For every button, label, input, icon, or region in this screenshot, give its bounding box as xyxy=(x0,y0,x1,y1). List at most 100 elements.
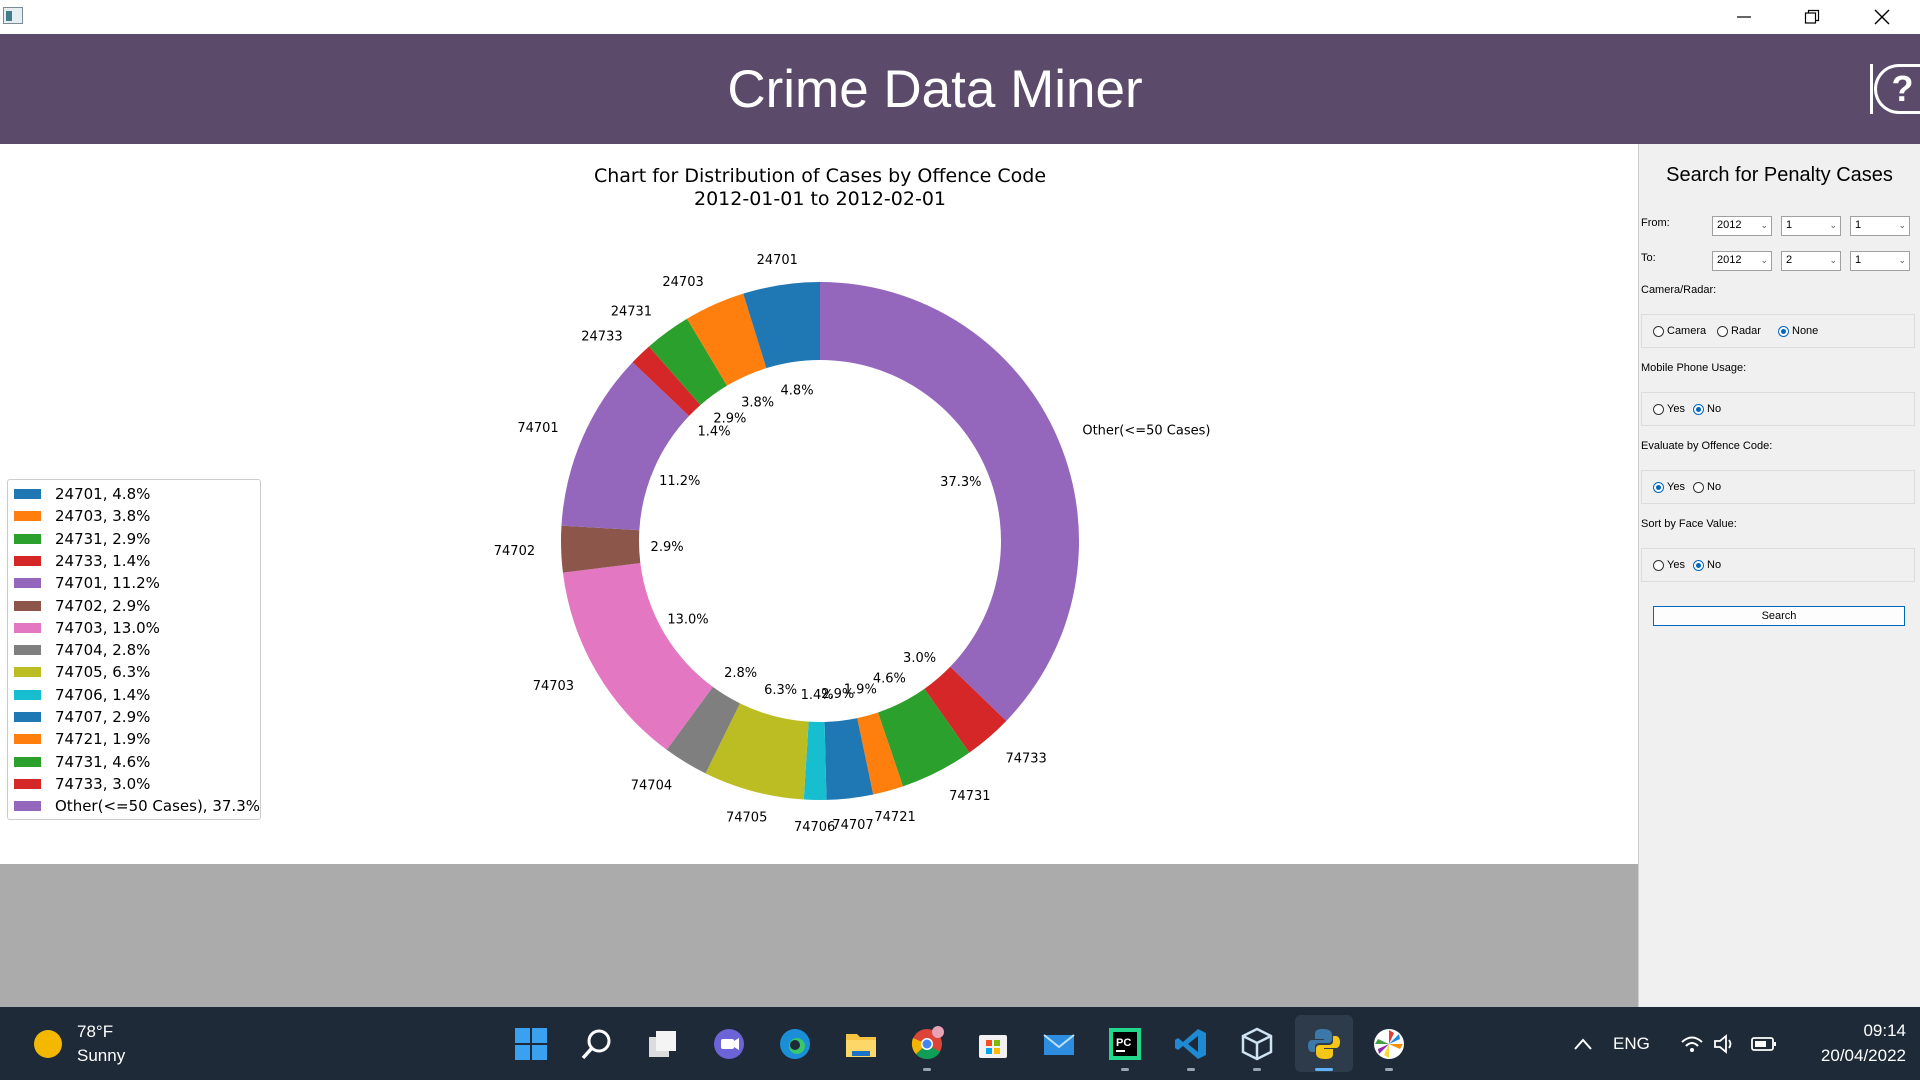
from-month-select[interactable]: 1 ⌄ xyxy=(1781,216,1841,236)
chart-title: Chart for Distribution of Cases by Offen… xyxy=(594,165,1046,187)
chat-icon xyxy=(714,1029,744,1059)
virtualbox-button[interactable] xyxy=(1238,1025,1276,1071)
donut-slice-74701 xyxy=(561,362,690,531)
face-yes-radio[interactable]: Yes xyxy=(1653,559,1685,571)
radar-radio[interactable]: Radar xyxy=(1717,325,1761,337)
volume-control[interactable] xyxy=(1706,1025,1744,1063)
slice-percent-label: 6.3% xyxy=(764,683,797,698)
vscode-button[interactable] xyxy=(1172,1025,1210,1071)
slice-category-label: 74707 xyxy=(832,818,873,833)
legend-item: 24733, 1.4% xyxy=(14,552,150,570)
radio-indicator xyxy=(1693,559,1704,571)
clock-time[interactable]: 09:14 xyxy=(1863,1021,1906,1040)
legend-item: 74733, 3.0% xyxy=(14,775,150,793)
svg-text:PC: PC xyxy=(1116,1037,1131,1049)
from-year-select[interactable]: 2012 ⌄ xyxy=(1712,216,1772,236)
legend-label: 74701, 11.2% xyxy=(55,574,160,593)
legend-item: 24703, 3.8% xyxy=(14,507,150,525)
help-button[interactable]: ? xyxy=(1874,64,1920,114)
donut-slice-74706 xyxy=(803,721,827,800)
edge-button[interactable] xyxy=(776,1025,814,1063)
mail-button[interactable] xyxy=(1040,1025,1078,1063)
chevron-down-icon: ⌄ xyxy=(1829,220,1837,230)
pycharm-button[interactable]: PC xyxy=(1106,1025,1144,1071)
battery-status[interactable] xyxy=(1745,1025,1783,1063)
input-language[interactable]: ENG xyxy=(1613,1034,1650,1053)
slice-percent-label: 2.9% xyxy=(713,411,746,426)
taskbar-search-button[interactable] xyxy=(578,1025,616,1063)
face-no-label: No xyxy=(1707,559,1722,571)
to-day-value: 1 xyxy=(1855,254,1862,266)
python-icon xyxy=(1308,1029,1340,1059)
legend-item: 74701, 11.2% xyxy=(14,574,160,592)
to-year-select[interactable]: 2012 ⌄ xyxy=(1712,251,1772,271)
wifi-icon xyxy=(1681,1036,1703,1052)
camera-radar-label: Camera/Radar: xyxy=(1641,284,1717,296)
file-explorer-button[interactable] xyxy=(842,1025,880,1063)
legend-label: 24733, 1.4% xyxy=(55,551,151,570)
chrome-button[interactable] xyxy=(908,1025,946,1071)
store-icon xyxy=(979,1035,1007,1058)
camera-radio[interactable]: Camera xyxy=(1653,325,1706,337)
teams-chat-button[interactable] xyxy=(710,1025,748,1063)
legend-swatch xyxy=(14,533,41,544)
sunny-weather-icon[interactable] xyxy=(34,1030,62,1058)
chart-subtitle: 2012-01-01 to 2012-02-01 xyxy=(694,188,946,210)
mobile-no-label: No xyxy=(1707,403,1722,415)
radio-indicator xyxy=(1653,403,1664,415)
chart-panel: Chart for Distribution of Cases by Offen… xyxy=(0,144,1638,864)
pinwheel-app-button[interactable] xyxy=(1370,1025,1408,1071)
close-button[interactable] xyxy=(1848,0,1916,34)
minimize-button[interactable] xyxy=(1710,0,1778,34)
folder-icon xyxy=(846,1034,876,1057)
chevron-up-icon xyxy=(1574,1038,1592,1050)
panel-divider xyxy=(1638,144,1639,1007)
slice-percent-label: 3.8% xyxy=(741,395,774,410)
chevron-down-icon: ⌄ xyxy=(1760,220,1768,230)
task-view-button[interactable] xyxy=(644,1025,682,1063)
slice-percent-label: 1.4% xyxy=(698,425,731,440)
mobile-phone-label: Mobile Phone Usage: xyxy=(1641,362,1747,374)
legend-label: Other(<=50 Cases), 37.3% xyxy=(55,797,260,816)
start-button[interactable] xyxy=(512,1025,550,1063)
from-day-select[interactable]: 1 ⌄ xyxy=(1850,216,1910,236)
face-no-radio[interactable]: No xyxy=(1693,559,1721,571)
slice-category-label: 74702 xyxy=(494,544,535,559)
clock-date[interactable]: 20/04/2022 xyxy=(1820,1046,1906,1065)
chart-legend: 24701, 4.8% 24703, 3.8% 24731, 2.9% 24733, … xyxy=(7,479,261,820)
none-radio[interactable]: None xyxy=(1778,325,1818,337)
offence-no-radio[interactable]: No xyxy=(1693,481,1721,493)
slice-percent-label: 13.0% xyxy=(667,612,708,627)
weather-temperature[interactable]: 78°F xyxy=(77,1022,114,1041)
from-year-value: 2012 xyxy=(1717,219,1742,231)
python-app-button[interactable] xyxy=(1305,1025,1343,1071)
face-value-label: Sort by Face Value: xyxy=(1641,518,1737,530)
network-status[interactable] xyxy=(1673,1025,1711,1063)
restore-button[interactable] xyxy=(1778,0,1846,34)
battery-icon xyxy=(1751,1037,1776,1051)
slice-category-label: 74703 xyxy=(533,679,574,694)
slice-percent-label: 1.9% xyxy=(844,683,877,698)
donut-slice-74731 xyxy=(877,688,970,787)
search-button[interactable]: Search xyxy=(1653,606,1905,626)
show-hidden-icons-button[interactable] xyxy=(1564,1025,1602,1063)
weather-description[interactable]: Sunny xyxy=(77,1046,126,1065)
legend-swatch xyxy=(14,689,41,700)
chevron-down-icon: ⌄ xyxy=(1829,255,1837,265)
mail-icon xyxy=(1043,1034,1075,1055)
mobile-phone-group: Yes No xyxy=(1641,392,1915,426)
mobile-yes-radio[interactable]: Yes xyxy=(1653,403,1685,415)
to-day-select[interactable]: 1 ⌄ xyxy=(1850,251,1910,271)
slice-percent-label: 2.8% xyxy=(724,666,757,681)
running-indicator xyxy=(1385,1068,1393,1071)
running-indicator xyxy=(1121,1068,1129,1071)
camera-radio-label: Camera xyxy=(1667,325,1707,337)
offence-yes-radio[interactable]: Yes xyxy=(1653,481,1685,493)
to-month-select[interactable]: 2 ⌄ xyxy=(1781,251,1841,271)
speaker-icon xyxy=(1714,1034,1732,1054)
running-indicator xyxy=(1253,1068,1261,1071)
from-label: From: xyxy=(1641,217,1670,229)
mobile-no-radio[interactable]: No xyxy=(1693,403,1721,415)
radio-indicator xyxy=(1653,481,1664,493)
microsoft-store-button[interactable] xyxy=(974,1025,1012,1063)
